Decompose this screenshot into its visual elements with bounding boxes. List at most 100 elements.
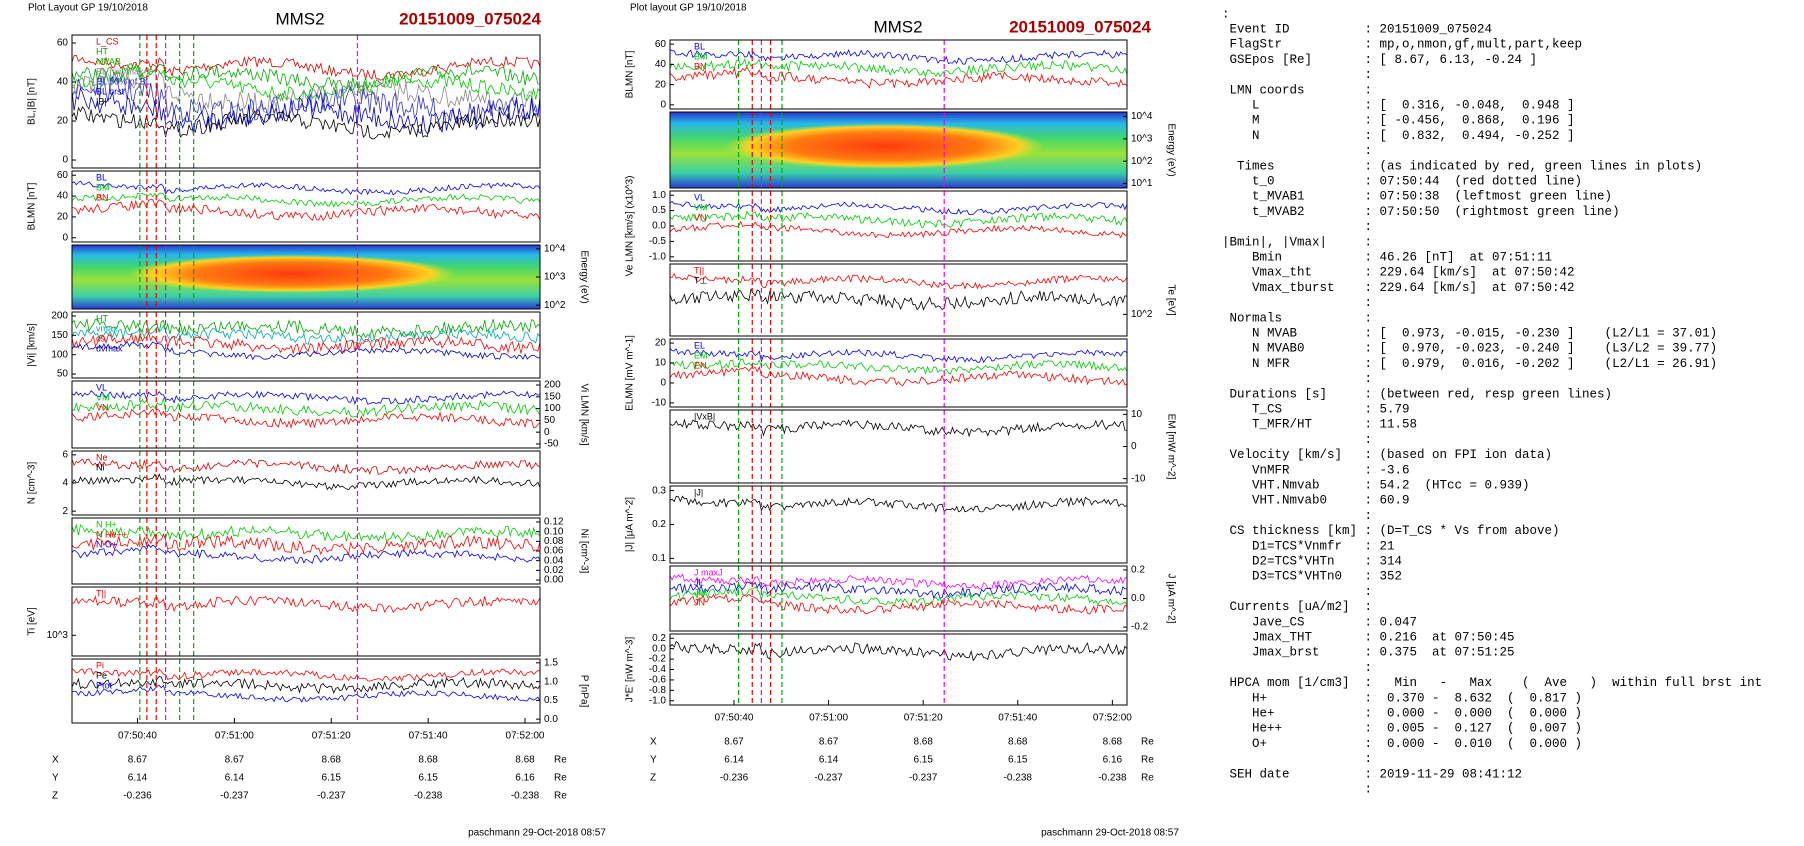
listing-line: VnMFR : -3.6 <box>1222 463 1410 477</box>
position-value: 6.14 <box>225 773 245 784</box>
trace <box>71 192 541 208</box>
y-tick-label: 40 <box>57 191 69 202</box>
trace <box>669 210 1128 228</box>
panel-frame <box>669 39 1128 110</box>
y-tick-label: -10 <box>652 398 667 409</box>
trace <box>669 495 1128 513</box>
listing-line: : <box>1222 144 1372 158</box>
x-tick-label: 07:51:40 <box>409 731 448 742</box>
y-tick-label: 0.3 <box>652 485 666 496</box>
listing-line: T_MFR/HT : 11.58 <box>1222 418 1417 432</box>
listing-line: N : [ 0.832, 0.494, -0.252 ] <box>1222 129 1575 143</box>
legend-entry: T|| <box>96 588 106 598</box>
y-tick-label: 1.5 <box>544 657 558 668</box>
trace <box>669 365 1128 387</box>
listing-line: N MVAB : [ 0.973, -0.015, -0.230 ] (L2/L… <box>1222 326 1717 340</box>
legend-entry: JM <box>694 587 706 597</box>
listing-line: VHT.Nmvab0 : 60.9 <box>1222 494 1410 508</box>
y-tick-label: 0 <box>544 427 550 438</box>
listing-line: Jmax_THT : 0.216 at 07:50:45 <box>1222 630 1515 644</box>
legend-entry: BL <box>694 41 705 51</box>
spectrogram-core <box>128 254 456 293</box>
y-tick-label: 40 <box>57 77 69 88</box>
axis-label: J [μA m^-2] <box>1165 574 1176 624</box>
panel-frame <box>71 586 541 657</box>
y-tick-label: 10^1 <box>1131 178 1153 189</box>
y-tick-label: 0.04 <box>544 555 564 566</box>
trace <box>71 676 541 694</box>
y-tick-label: 150 <box>51 330 68 341</box>
trace <box>71 532 541 556</box>
position-value: 6.16 <box>515 773 535 784</box>
listing-line: Vmax_tburst : 229.64 [km/s] at 07:50:42 <box>1222 281 1575 295</box>
listing-line: : <box>1222 296 1372 310</box>
listing-line: Jmax_brst : 0.375 at 07:51:25 <box>1222 646 1515 660</box>
listing-line: : <box>1222 433 1372 447</box>
position-value: -0.238 <box>414 791 443 802</box>
legend-entry: VL <box>96 382 107 392</box>
position-name: X <box>650 737 657 748</box>
trace <box>669 640 1128 662</box>
legend-entry: N He++ <box>96 529 127 539</box>
axis-label: Te [eV] <box>1165 284 1176 315</box>
trace <box>71 67 541 114</box>
y-tick-label: 10 <box>1131 409 1143 420</box>
y-tick-label: 0.0 <box>652 221 666 232</box>
listing-line: : <box>1222 68 1372 82</box>
position-value: -0.236 <box>720 773 749 784</box>
y-tick-label: 0.2 <box>652 633 666 644</box>
listing-line: N MFR : [ 0.979, 0.016, -0.202 ] (L2/L1 … <box>1222 357 1717 371</box>
axis-label: Vi LMN [km/s] <box>578 383 589 445</box>
trace <box>71 331 541 356</box>
legend-entry: EL <box>694 340 705 350</box>
y-tick-label: 0.1 <box>652 553 666 564</box>
axis-label: J*E' [nW m^-3] <box>625 637 636 703</box>
y-tick-label: 0 <box>1131 441 1137 452</box>
y-tick-label: -0.4 <box>649 664 667 675</box>
panel-frame <box>71 658 541 724</box>
trace <box>71 523 541 544</box>
legend-entry: JN <box>694 597 705 607</box>
legend-entry: BN <box>694 61 707 71</box>
trace <box>669 593 1128 615</box>
panel-frame <box>71 380 541 449</box>
y-tick-label: 4 <box>62 478 68 489</box>
axis-label: N [cm^-3] <box>27 462 38 505</box>
trace <box>71 595 541 614</box>
trace <box>71 199 541 222</box>
legend-entry: EN <box>694 360 707 370</box>
position-unit: Re <box>1141 737 1154 748</box>
legend-entry: EM <box>694 350 708 360</box>
trace <box>669 347 1128 364</box>
legend-entry: VN <box>96 402 109 412</box>
position-value: 6.15 <box>322 773 342 784</box>
x-tick-label: 07:50:40 <box>118 731 157 742</box>
y-tick-label: 50 <box>544 415 556 426</box>
position-name: Y <box>650 755 657 766</box>
position-name: X <box>52 755 59 766</box>
listing-line: Bmin : 46.26 [nT] at 07:51:11 <box>1222 250 1552 264</box>
legend-entry: Pi <box>96 660 104 670</box>
y-tick-label: 40 <box>655 59 667 70</box>
listing-line: Velocity [km/s] : (based on FPI ion data… <box>1222 448 1552 462</box>
legend-entry: Ne <box>96 452 108 462</box>
legend-entry: BL,min/max <box>96 66 144 76</box>
plot-title: MMS2 <box>275 9 324 28</box>
y-tick-label: 60 <box>57 38 69 49</box>
legend-entry: MVAB <box>96 56 121 66</box>
position-value: -0.238 <box>511 791 540 802</box>
legend-entry: |B| <box>96 96 107 106</box>
listing-line: He++ : 0.005 - 0.127 ( 0.007 ) <box>1222 722 1582 736</box>
y-tick-label: 0.0 <box>544 714 558 725</box>
listing-line: t_MVAB1 : 07:50:38 (leftmost green line) <box>1222 190 1612 204</box>
legend-entry: HT <box>96 313 108 323</box>
listing-line: : <box>1222 509 1372 523</box>
y-tick-label: 0.06 <box>544 546 564 557</box>
listing-line: He+ : 0.000 - 0.000 ( 0.000 ) <box>1222 706 1582 720</box>
position-value: 6.15 <box>1008 755 1028 766</box>
y-tick-label: 0.2 <box>652 519 666 530</box>
trace <box>669 58 1128 78</box>
trace <box>71 390 541 406</box>
y-tick-label: 0 <box>660 378 666 389</box>
legend-entry: Ni <box>96 462 105 472</box>
